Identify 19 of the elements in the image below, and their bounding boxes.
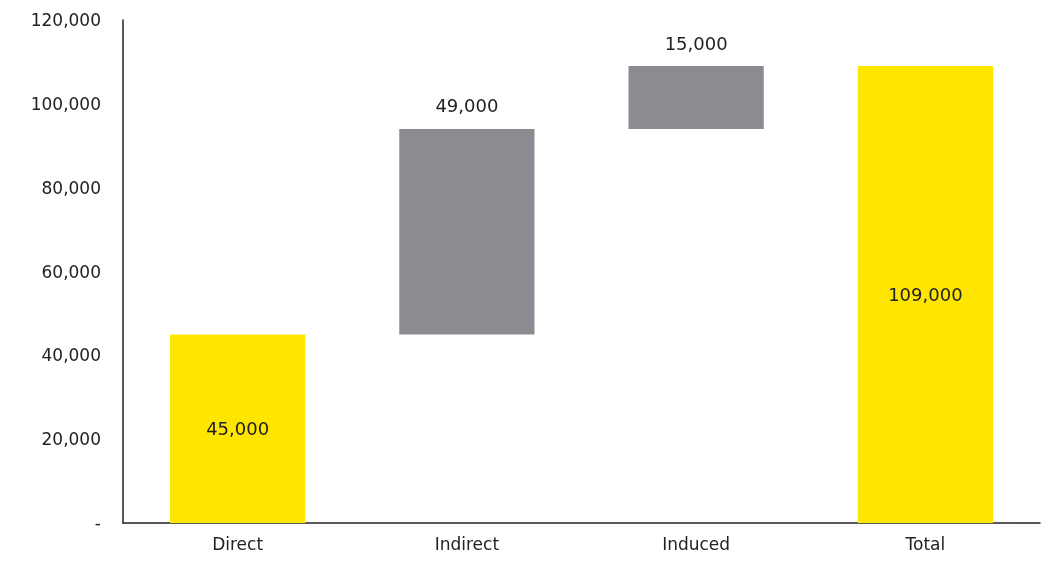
- y-tick-label: 80,000: [41, 177, 101, 198]
- x-tick-label: Indirect: [434, 533, 500, 554]
- y-tick-label: 100,000: [30, 93, 101, 114]
- x-tick-label: Direct: [212, 533, 264, 554]
- y-tick-label: 120,000: [30, 10, 101, 30]
- y-tick-label: 60,000: [41, 261, 101, 282]
- y-tick-label: 20,000: [41, 429, 101, 450]
- data-label: 15,000: [664, 32, 728, 54]
- data-label: 45,000: [206, 418, 270, 440]
- data-label: 49,000: [435, 95, 499, 117]
- bar: [399, 128, 535, 335]
- y-tick-label: 40,000: [41, 345, 101, 366]
- y-tick-label: -: [94, 513, 101, 533]
- bar: [170, 334, 306, 523]
- bar: [857, 66, 993, 523]
- data-label: 109,000: [888, 284, 963, 306]
- bar: [628, 66, 764, 129]
- x-tick-label: Induced: [662, 533, 731, 554]
- x-tick-label: Total: [904, 533, 946, 554]
